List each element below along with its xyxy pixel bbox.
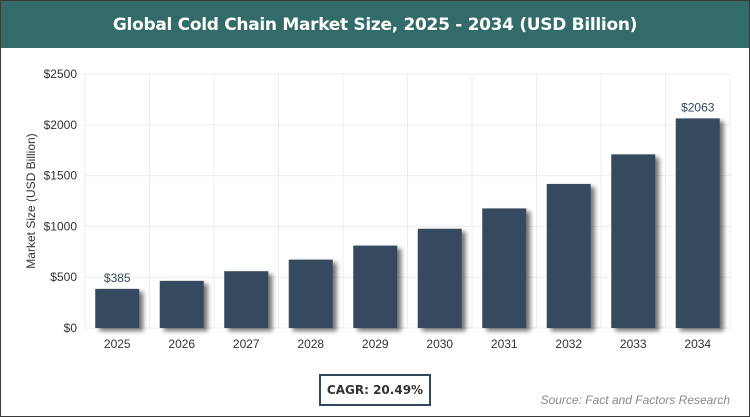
x-tick-label: 2030 bbox=[426, 337, 453, 351]
data-label: $2063 bbox=[681, 100, 715, 114]
bar-2027 bbox=[224, 271, 269, 328]
bar-2026 bbox=[159, 280, 204, 328]
bar-2025 bbox=[95, 288, 140, 328]
x-tick-label: 2026 bbox=[168, 337, 195, 351]
bar-2031 bbox=[482, 208, 527, 328]
x-tick-label: 2027 bbox=[233, 337, 260, 351]
y-tick-label: $0 bbox=[64, 321, 78, 335]
x-tick-label: 2034 bbox=[684, 337, 711, 351]
chart-title: Global Cold Chain Market Size, 2025 - 20… bbox=[1, 1, 749, 48]
bar-2033 bbox=[611, 154, 656, 328]
y-tick-label: $2000 bbox=[44, 118, 78, 132]
x-tick-label: 2033 bbox=[620, 337, 647, 351]
source-note: Source: Fact and Factors Research bbox=[540, 393, 730, 407]
y-axis-label: Market Size (USD Billion) bbox=[24, 133, 38, 268]
cagr-badge: CAGR: 20.49% bbox=[319, 374, 431, 406]
x-tick-label: 2025 bbox=[104, 337, 131, 351]
bar-2034 bbox=[675, 118, 720, 328]
x-tick-label: 2028 bbox=[297, 337, 324, 351]
x-tick-label: 2031 bbox=[491, 337, 518, 351]
y-tick-label: $1000 bbox=[44, 219, 78, 233]
y-tick-label: $2500 bbox=[44, 67, 78, 81]
x-tick-label: 2032 bbox=[555, 337, 582, 351]
bar-2028 bbox=[288, 259, 333, 328]
x-tick-label: 2029 bbox=[362, 337, 389, 351]
bar-2029 bbox=[353, 245, 398, 328]
y-tick-label: $500 bbox=[50, 270, 77, 284]
bar-2030 bbox=[417, 228, 462, 328]
y-tick-label: $1500 bbox=[44, 169, 78, 183]
data-label: $385 bbox=[104, 271, 131, 285]
bar-2032 bbox=[546, 183, 591, 328]
